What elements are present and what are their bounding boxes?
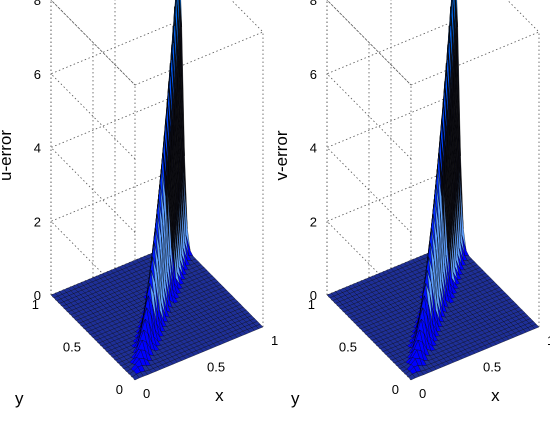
x-tick-label: 1 [271,333,278,348]
surface-patch [531,324,540,329]
x-tick-label: 0.5 [207,360,225,375]
error-surface [50,0,264,381]
x-axis-label: x [491,386,500,405]
z-tick-label: 8 [310,0,317,8]
y-tick-label: 0.5 [63,340,81,355]
z-axis-label: v-error [272,130,291,180]
surface-patch [255,324,264,329]
z-tick-label: 2 [310,214,317,229]
y-tick-label: 1 [308,297,315,312]
z-tick-label: 6 [310,67,317,82]
x-tick-label: 0 [419,386,426,401]
z-axis-label: u-error [0,130,15,181]
y-tick-label: 0 [116,382,123,397]
x-tick-label: 0 [143,386,150,401]
y-axis-label: y [291,389,300,408]
z-tick-label: 4 [34,141,41,156]
y-tick-label: 0.5 [339,340,357,355]
z-tick-label: 0 [34,288,41,303]
z-tick-label: 0 [310,288,317,303]
error-surface [326,0,540,381]
x-tick-label: 0.5 [483,360,501,375]
x-axis-label: x [215,386,224,405]
z-tick-label: 6 [34,67,41,82]
z-tick-label: 2 [34,214,41,229]
z-tick-label: 4 [310,141,317,156]
z-tick-label: 8 [34,0,41,8]
y-tick-label: 1 [32,297,39,312]
y-axis-label: y [15,389,24,408]
x-tick-label: 1 [547,333,550,348]
y-tick-label: 0 [392,382,399,397]
